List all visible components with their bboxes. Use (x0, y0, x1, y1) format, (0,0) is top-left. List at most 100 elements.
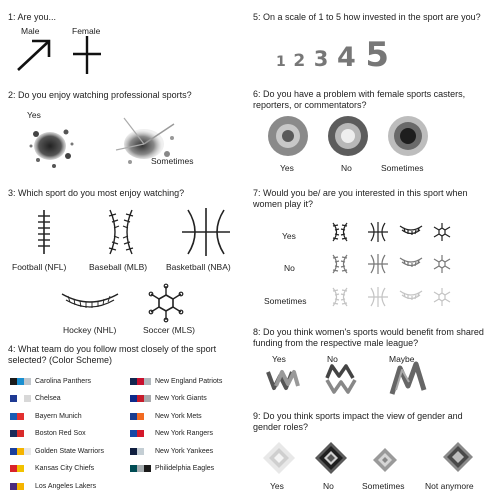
color-swatch (17, 430, 24, 437)
team-color-swatches (130, 430, 151, 437)
team-color-swatches (10, 412, 31, 420)
wm-logo-maybe-icon (389, 361, 427, 395)
color-swatch (144, 465, 151, 472)
baseball-mini-icon (332, 222, 348, 242)
q7-title: 7: Would you be/ are you interested in t… (253, 188, 468, 209)
team-name: Boston Red Sox (35, 430, 86, 437)
q8-option-maybe: Maybe (389, 354, 415, 364)
ink-splatter-light-icon (115, 117, 175, 164)
color-swatch (24, 412, 31, 420)
football-laces-icon (38, 210, 50, 254)
color-swatch (10, 447, 17, 455)
team-name: New York Yankees (155, 447, 214, 455)
q9-option-no: No (323, 481, 334, 491)
scale-1: 1 (276, 54, 286, 70)
team-row: Carolina Panthers (10, 376, 91, 386)
q4-title: 4: What team do you follow most closely … (8, 344, 217, 365)
color-swatch (10, 412, 17, 420)
basketball-lines-icon (182, 208, 230, 256)
color-swatch (10, 465, 17, 472)
hockey-mini-icon (399, 290, 423, 300)
color-swatch (10, 430, 17, 437)
team-name: Golden State Warriors (35, 447, 104, 455)
color-swatch (144, 447, 151, 455)
q9-option-not-anymore: Not anymore (425, 481, 474, 491)
baseball-stitches-icon (108, 209, 134, 255)
team-color-swatches (130, 447, 151, 455)
q7-row-no: No (284, 263, 295, 273)
q8-option-no: No (327, 354, 338, 364)
soccer-mini-icon (433, 288, 451, 306)
target-no-icon (328, 116, 368, 156)
team-row: Los Angeles Lakers (10, 481, 96, 491)
soccer-mini-icon (433, 223, 451, 241)
team-name: New England Patriots (155, 377, 223, 385)
color-swatch (17, 395, 24, 402)
basketball-mini-icon (368, 287, 388, 307)
q6-title: 6: Do you have a problem with female spo… (253, 89, 466, 110)
color-swatch (144, 430, 151, 437)
team-row: Boston Red Sox (10, 429, 86, 439)
q6-option-yes: Yes (280, 163, 294, 173)
team-name: New York Giants (155, 395, 207, 402)
q3-option-football: Football (NFL) (12, 262, 67, 272)
q7-row-yes: Yes (282, 231, 296, 241)
target-sometimes-icon (388, 116, 428, 156)
q1-option-male: Male (21, 26, 40, 36)
q3-option-hockey: Hockey (NHL) (63, 325, 117, 335)
team-row: Golden State Warriors (10, 446, 104, 456)
hockey-mini-icon (399, 225, 423, 235)
diamond-no-icon (315, 442, 347, 474)
baseball-mini-icon (332, 254, 348, 274)
scale-2: 2 (293, 51, 306, 71)
color-swatch (24, 465, 31, 472)
diamond-sometimes-icon (373, 448, 397, 472)
scale-numbers: 1 2 3 4 5 (276, 38, 389, 72)
color-swatch (137, 430, 144, 437)
wm-logo-no-icon (325, 364, 357, 394)
team-row: Philidelphia Eagles (130, 464, 214, 474)
q2-title: 2: Do you enjoy watching professional sp… (8, 90, 192, 100)
team-name: Philidelphia Eagles (155, 465, 215, 472)
color-swatch (137, 465, 144, 472)
q3-title: 3: Which sport do you most enjoy watchin… (8, 188, 185, 198)
color-swatch (24, 482, 31, 490)
team-row: New York Mets (130, 411, 202, 421)
q3-option-baseball: Baseball (MLB) (89, 262, 148, 272)
team-name: Carolina Panthers (35, 377, 92, 385)
scale-4: 4 (336, 42, 356, 73)
team-color-swatches (10, 482, 31, 490)
color-swatch (17, 377, 24, 385)
soccer-hex-icon (148, 283, 184, 323)
q5-title: 5: On a scale of 1 to 5 how invested in … (253, 12, 481, 22)
team-name: New York Mets (155, 412, 202, 420)
team-color-swatches (10, 465, 31, 472)
team-name: Chelsea (35, 395, 61, 402)
team-color-swatches (130, 412, 151, 420)
color-swatch (137, 447, 144, 455)
color-swatch (137, 395, 144, 402)
basketball-mini-icon (368, 222, 388, 242)
baseball-mini-icon (332, 287, 348, 307)
q7-row-sometimes: Sometimes (264, 296, 307, 306)
q8-option-yes: Yes (272, 354, 286, 364)
target-yes-icon (268, 116, 308, 156)
diamond-yes-icon (263, 442, 295, 474)
color-swatch (10, 377, 17, 385)
color-swatch (130, 465, 137, 472)
color-swatch (137, 412, 144, 420)
hockey-mini-icon (399, 257, 423, 267)
team-color-swatches (130, 395, 151, 402)
color-swatch (144, 412, 151, 420)
team-row: New York Rangers (130, 429, 213, 439)
color-swatch (17, 447, 24, 455)
q1-option-female: Female (72, 26, 101, 36)
team-row: New England Patriots (130, 376, 222, 386)
color-swatch (144, 395, 151, 402)
q8-title: 8: Do you think women's sports would ben… (253, 327, 484, 348)
q6-option-no: No (341, 163, 352, 173)
q3-option-soccer: Soccer (MLS) (143, 325, 195, 335)
team-row: Kansas City Chiefs (10, 464, 94, 474)
soccer-mini-icon (433, 255, 451, 273)
team-name: Bayern Munich (35, 412, 82, 420)
